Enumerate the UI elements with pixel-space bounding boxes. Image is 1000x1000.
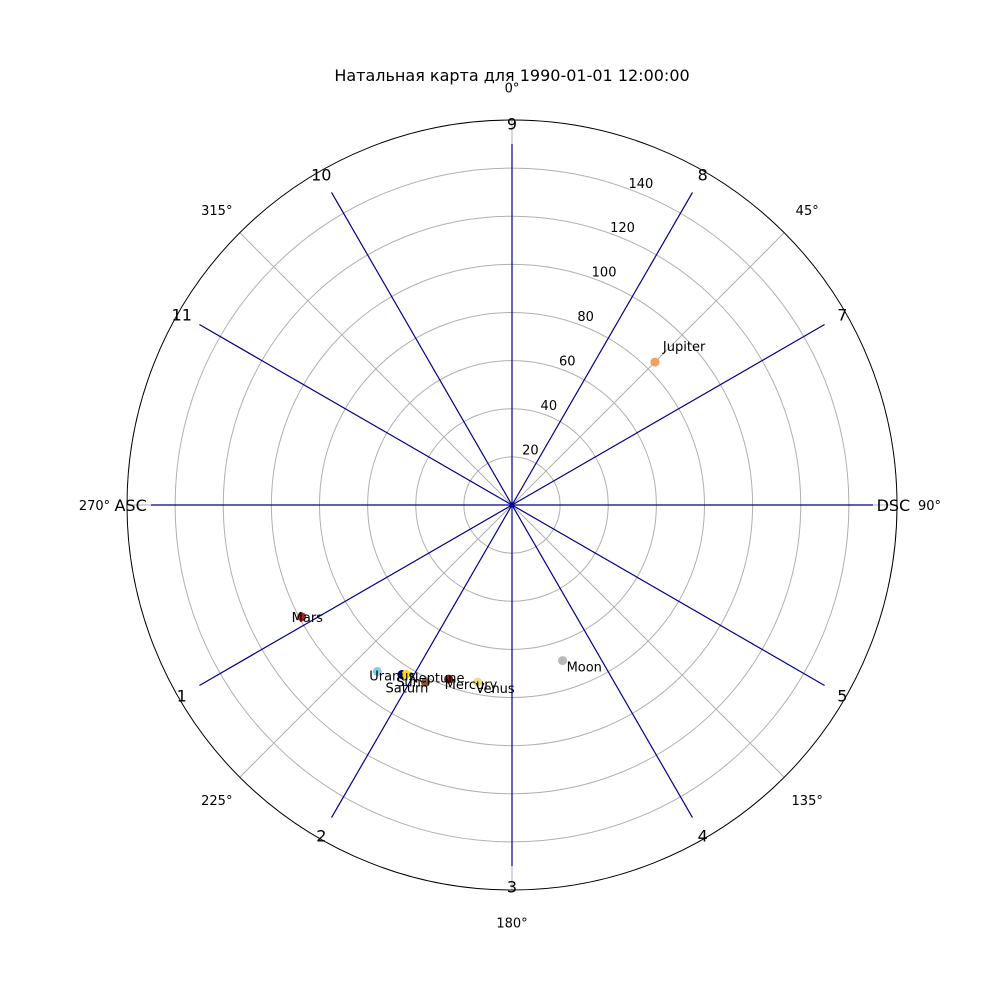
planet-point-uranus	[372, 666, 382, 676]
house-label: 2	[316, 826, 326, 845]
r-tick-label: 40	[541, 399, 558, 414]
axis-ticks: 0°45°90°135°180°225°270°315°204060801001…	[79, 82, 941, 932]
planet-label-sun: Sun	[396, 675, 421, 690]
house-label: 11	[172, 305, 192, 324]
planet-point-sun	[401, 669, 411, 679]
house-cusp-line	[331, 504, 513, 818]
planet-label-mars: Mars	[292, 611, 324, 626]
house-label: 10	[311, 166, 331, 185]
theta-tick-label: 270°	[79, 499, 110, 514]
house-label: 8	[698, 166, 708, 185]
theta-tick-label: 225°	[201, 794, 232, 809]
house-cusp-line	[511, 192, 693, 506]
planet-label-mercury: Mercury	[445, 678, 498, 693]
planet-point-saturn	[421, 677, 431, 687]
r-tick-label: 100	[592, 266, 617, 281]
planet-point-jupiter	[650, 357, 660, 367]
planet-label-neptune: Neptune	[409, 672, 465, 687]
grid-spoke	[239, 504, 513, 778]
theta-tick-label: 90°	[918, 499, 941, 514]
planet-point-mars	[297, 612, 307, 622]
house-cusp-line	[331, 192, 513, 506]
house-cusp-line	[199, 324, 513, 506]
planet-point-venus	[473, 677, 483, 687]
polar-frame	[126, 119, 898, 891]
planet-label-jupiter: Jupiter	[662, 340, 706, 355]
house-label: 4	[698, 826, 708, 845]
planet-point-moon	[558, 656, 568, 666]
r-tick-label: 20	[522, 444, 539, 459]
grid-spoke	[239, 232, 513, 506]
planet-label-moon: Moon	[567, 661, 602, 676]
theta-tick-label: 180°	[496, 916, 527, 931]
r-tick-label: 120	[610, 221, 635, 236]
r-tick-label: 60	[559, 355, 576, 370]
house-label: 1	[177, 687, 187, 706]
house-cusp-line	[199, 504, 513, 686]
planet-label-saturn: Saturn	[386, 681, 429, 696]
house-cusp-line	[511, 504, 825, 686]
house-cusp-lines: 1 2 3 4 5 DSC 7 8 9 10 11 ASC	[114, 115, 910, 897]
planet-point-mercury	[444, 674, 454, 684]
grid-spoke	[511, 504, 785, 778]
planet-label-uranus: Uranus	[369, 669, 415, 684]
theta-tick-label: 0°	[505, 82, 520, 97]
house-label: 3	[507, 877, 517, 896]
r-tick-label: 80	[577, 310, 594, 325]
theta-tick-label: 315°	[201, 204, 232, 219]
theta-tick-label: 135°	[792, 794, 823, 809]
house-label: ASC	[114, 496, 146, 515]
grid-spoke	[511, 232, 785, 506]
house-label: 9	[507, 115, 517, 134]
house-cusp-line	[511, 504, 693, 818]
chart-title: Натальная карта для 1990-01-01 12:00:00	[334, 66, 689, 85]
r-tick-label: 140	[629, 177, 654, 192]
house-label: 7	[837, 305, 847, 324]
house-label: 5	[837, 687, 847, 706]
planet-label-venus: Venus	[476, 682, 515, 697]
house-label: DSC	[877, 496, 911, 515]
theta-tick-label: 45°	[796, 204, 819, 219]
house-cusp-line	[511, 324, 825, 506]
